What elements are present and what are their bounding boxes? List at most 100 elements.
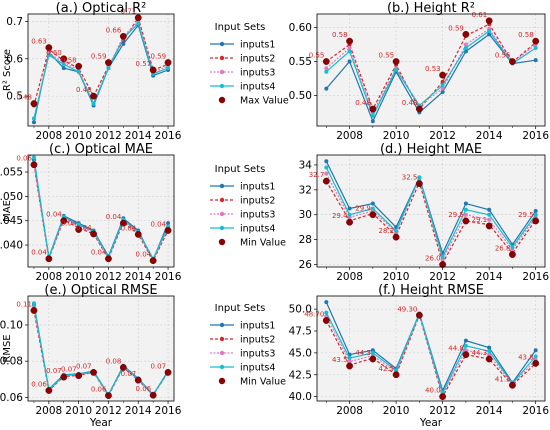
- value-annotation: 44.3: [355, 349, 371, 357]
- series-point-inputs4: [533, 212, 538, 217]
- legend-label: inputs3: [240, 68, 275, 79]
- best-value-marker: [392, 233, 400, 241]
- best-value-marker: [164, 227, 172, 234]
- best-value-marker: [485, 17, 493, 25]
- series-point-inputs1: [370, 201, 375, 206]
- legend-label: inputs1: [240, 40, 275, 51]
- value-annotation: 0.04: [76, 224, 92, 232]
- x-tick-label: 2012: [95, 405, 122, 417]
- series-point-inputs3: [487, 352, 492, 357]
- x-tick-label: 2008: [336, 130, 363, 142]
- series-point-inputs4: [394, 228, 399, 233]
- series-point-inputs4: [463, 207, 468, 212]
- x-tick-label: 2014: [476, 405, 503, 417]
- best-value-marker: [60, 373, 68, 381]
- series-point-inputs4: [417, 175, 422, 180]
- series-line-inputs2: [33, 16, 169, 106]
- best-value-marker: [90, 230, 97, 238]
- series-line-inputs3: [325, 173, 537, 262]
- x-tick-label: 2010: [65, 130, 92, 142]
- series-point-inputs4: [76, 222, 81, 227]
- x-tick-label: 2012: [429, 130, 456, 142]
- value-annotation: 0.06: [16, 155, 32, 163]
- x-tick-label: 2016: [522, 271, 549, 283]
- series-point-inputs1: [166, 221, 171, 226]
- x-tick-label: 2014: [125, 405, 152, 417]
- series-point-inputs3: [324, 66, 329, 71]
- value-annotation: 0.07: [46, 367, 62, 375]
- best-value-marker: [485, 222, 493, 230]
- best-value-marker: [90, 368, 97, 376]
- y-tick-label: 0.5: [6, 91, 23, 103]
- value-annotation: 0.04: [106, 213, 122, 221]
- value-annotation: 41.3: [495, 375, 511, 383]
- best-value-marker: [369, 105, 377, 113]
- panel-5: 40.0 42.5 45.0 47.5 50.0 2008 2010 2012 2014 2016…: [289, 283, 550, 429]
- series-point-inputs4: [76, 69, 81, 74]
- value-annotation: 0.59: [150, 53, 166, 61]
- value-annotation: 0.04: [61, 220, 77, 228]
- series-point-inputs4: [487, 28, 492, 33]
- x-tick-label: 2008: [35, 130, 62, 142]
- series-point-inputs4: [166, 66, 171, 71]
- value-annotation: 0.48: [76, 86, 92, 94]
- series-point-inputs1: [533, 348, 538, 353]
- legend-label: inputs1: [240, 321, 275, 332]
- best-value-marker: [532, 217, 540, 225]
- y-tick-label: 0.60: [289, 22, 312, 34]
- series-point-inputs3: [440, 86, 445, 91]
- value-annotation: 0.59: [448, 24, 464, 32]
- value-annotation: 0.66: [106, 26, 122, 34]
- panel-3: 26 28 30 32 34 2008 2010 2012 2014 2016 32.7 29.4 29…: [299, 142, 550, 283]
- series-point-inputs1: [533, 209, 538, 213]
- series-point-inputs3: [347, 359, 352, 364]
- series-line-inputs4: [33, 22, 169, 119]
- panel-2: 0.040 0.045 0.050 0.055 20082010201220142016…: [0, 142, 182, 283]
- y-tick-label: 0.06: [0, 392, 23, 404]
- legend-marker-inputs3: [219, 350, 225, 356]
- best-value-marker: [439, 261, 447, 268]
- y-tick-label: 50.0: [289, 304, 312, 316]
- best-value-marker: [462, 351, 470, 359]
- value-annotation: 48.70: [304, 311, 324, 319]
- best-value-marker: [30, 100, 38, 108]
- y-tick-label: 0.6: [6, 53, 23, 65]
- value-annotation: 0.58: [61, 56, 77, 64]
- x-tick-label: 2008: [35, 405, 62, 417]
- legend: Input Sets inputs1 inputs2 inputs3 inputs4 Mi…: [210, 164, 286, 249]
- y-tick-label: 28: [299, 234, 312, 246]
- plot-frame: [316, 154, 546, 268]
- legend-marker-inputs4: [219, 83, 225, 89]
- x-tick-label: 2014: [476, 271, 503, 283]
- plot-frame: [27, 295, 175, 402]
- x-tick-label: 2010: [65, 405, 92, 417]
- x-tick-label: 2014: [476, 130, 503, 142]
- legend-label: inputs2: [240, 335, 275, 346]
- best-value-marker: [462, 30, 470, 38]
- series-point-inputs4: [463, 343, 468, 348]
- value-annotation: 26.0: [425, 255, 441, 263]
- best-value-marker: [75, 372, 83, 380]
- best-value-marker: [134, 230, 142, 238]
- value-annotation: 40.0: [425, 387, 441, 395]
- x-tick-label: 2012: [429, 271, 456, 283]
- value-annotation: 0.61: [472, 11, 488, 19]
- best-value-marker: [45, 44, 53, 51]
- series-point-inputs4: [533, 354, 538, 359]
- legend-marker-inputs1: [219, 322, 225, 328]
- y-tick-label: 47.5: [289, 326, 312, 338]
- x-tick-label: 2016: [155, 405, 182, 417]
- value-annotation: 0.53: [425, 65, 441, 73]
- value-annotation: 0.48: [402, 99, 418, 107]
- legend-marker-best: [218, 238, 226, 246]
- best-value-marker: [164, 59, 172, 66]
- value-annotation: 0.04: [150, 220, 166, 228]
- value-annotation: 0.06: [31, 381, 47, 389]
- best-value-marker: [119, 219, 127, 227]
- best-value-marker: [322, 317, 330, 324]
- legend-marker-inputs3: [219, 69, 225, 75]
- y-tick-label: 0.045: [0, 215, 23, 227]
- best-value-marker: [75, 226, 83, 233]
- value-annotation: 29.1: [472, 216, 488, 224]
- best-value-marker: [149, 66, 157, 74]
